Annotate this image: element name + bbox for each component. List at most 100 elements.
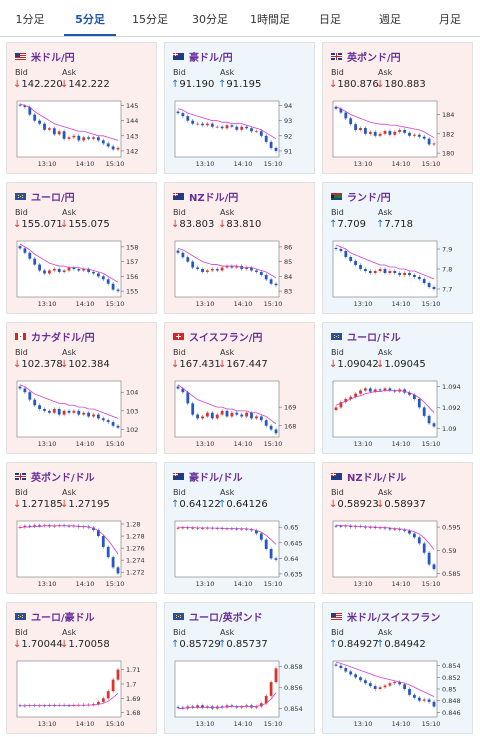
rate-card[interactable]: NZドル/ドル Bid Ask ↓0.58923 ↓0.58937 0.585 0.59 0.… [322,462,473,594]
y-tick-label: 169 [284,404,296,412]
y-tick-label: 94 [284,102,292,110]
rate-card[interactable]: ユーロ/ドル Bid Ask ↓1.09042 ↓1.09045 1.09 1.092 1.0… [322,322,473,454]
price-chart[interactable]: 0.585 0.59 0.595 13:10 14:10 15:10 [329,515,466,593]
candle [349,396,353,399]
pair-name[interactable]: 英ポンド/ドル [31,473,95,484]
candle [225,125,229,129]
chart-plot-area [16,380,122,438]
price-chart[interactable]: 83 84 85 86 13:10 14:10 15:10 [171,235,308,313]
candle [373,389,377,392]
rate-card[interactable]: 英ポンド/ドル Bid Ask ↓1.27185 ↓1.27195 1.272 1.274 1… [6,462,157,594]
tab-2[interactable]: 15分足 [132,13,168,26]
pair-name[interactable]: 豪ドル/ドル [189,473,243,484]
arrow-down-icon: ↓ [13,359,22,370]
y-tick-label: 1.09 [442,425,456,433]
pair-name[interactable]: ユーロ/円 [31,193,75,204]
price-chart[interactable]: 155 156 157 158 13:10 14:10 15:10 [13,235,150,313]
candle [235,412,239,415]
candle [422,407,426,416]
candle [206,412,209,417]
candle [18,386,22,389]
tab-5[interactable]: 日足 [319,13,341,26]
arrow-down-icon: ↓ [60,499,69,510]
candle [427,699,431,702]
rate-card[interactable]: 英ポンド/円 Bid Ask ↓180.876 ↓180.883 180 182 184 13:… [322,42,473,174]
bid-label: Bid [173,208,186,217]
candle [364,128,367,134]
rate-card[interactable]: スイスフラン/円 Bid Ask ↓167.431 ↓167.447 168 169 13:1… [164,322,315,454]
tab-3[interactable]: 30分足 [192,13,228,26]
price-chart[interactable]: 0.635 0.64 0.645 0.65 13:10 14:10 15:10 [171,515,308,593]
price-chart[interactable]: 91 92 93 94 13:10 14:10 15:10 [171,95,308,173]
pair-name[interactable]: 米ドル/スイスフラン [347,613,441,624]
rate-card[interactable]: 米ドル/円 Bid Ask ↓142.220 ↓142.222 142 143 144 145 1… [6,42,157,174]
candle [235,706,239,708]
candle [28,252,32,259]
price-chart[interactable]: 1.09 1.092 1.094 13:10 14:10 15:10 [329,375,466,453]
moving-average-line [335,390,435,413]
pair-name[interactable]: ユーロ/ドル [347,333,401,344]
rate-card[interactable]: ランド/円 Bid Ask ↑7.709 ↑7.718 7.7 7.8 7.9 13:10 14:… [322,182,473,314]
candle [116,567,120,574]
price-chart[interactable]: 7.7 7.8 7.9 13:10 14:10 15:10 [329,235,466,313]
tab-4[interactable]: 1時間足 [250,13,290,26]
candle [408,273,411,275]
pair-name[interactable]: スイスフラン/円 [189,333,263,344]
price-chart[interactable]: 168 169 13:10 14:10 15:10 [171,375,308,453]
y-tick-label: 0.645 [284,539,303,547]
arrow-down-icon: ↓ [218,219,227,230]
price-chart[interactable]: 1.68 1.69 1.7 1.71 13:10 14:10 15:10 [13,655,150,733]
pair-name[interactable]: 英ポンド/円 [347,53,401,64]
candle [408,530,411,534]
pair-name[interactable]: ユーロ/豪ドル [31,613,95,624]
candle [23,248,27,253]
price-chart[interactable]: 102 103 104 13:10 14:10 15:10 [13,375,150,453]
price-chart[interactable]: 0.854 0.856 0.858 13:10 14:10 15:10 [171,655,308,733]
pair-name[interactable]: NZドル/円 [189,193,239,204]
bid-label: Bid [15,68,28,77]
candle [181,252,185,258]
pair-name[interactable]: 米ドル/円 [31,53,75,64]
pair-name[interactable]: カナダドル/円 [31,333,95,344]
x-tick-label: 14:10 [234,300,253,308]
price-chart[interactable]: 142 143 144 145 13:10 14:10 15:10 [13,95,150,173]
tab-1[interactable]: 5分足 [64,0,116,36]
candle [368,271,372,273]
bid-label: Bid [331,208,344,217]
pair-name[interactable]: 豪ドル/円 [189,53,233,64]
pair-name[interactable]: ランド/円 [347,193,391,204]
candle [413,275,416,277]
rate-card[interactable]: 豪ドル/円 Bid Ask ↑91.190 ↑91.195 91 92 93 94 13:10 14… [164,42,315,174]
tab-6[interactable]: 週足 [379,13,401,26]
rate-card[interactable]: ユーロ/円 Bid Ask ↓155.071 ↓155.075 155 156 157 158 1… [6,182,157,314]
price-chart[interactable]: 1.272 1.274 1.276 1.278 1.28 13:10 14:10 15:10 [13,515,150,593]
rate-card[interactable]: 米ドル/スイスフラン Bid Ask ↑0.84927 ↑0.84942 0.846 0.8… [322,602,473,734]
tab-0[interactable]: 1分足 [15,13,45,26]
rate-card[interactable]: ユーロ/豪ドル Bid Ask ↓1.70044 ↓1.70058 1.68 1.69 1.7… [6,602,157,734]
bid-price: 91.190 [179,79,215,90]
pair-name[interactable]: ユーロ/英ポンド [189,613,263,624]
rate-card[interactable]: 豪ドル/ドル Bid Ask ↑0.64122 ↑0.64126 0.635 0.64 0.6… [164,462,315,594]
price-chart[interactable]: 0.846 0.848 0.85 0.852 0.854 13:10 14:10 15:10 [329,655,466,733]
bid-price: 0.84927 [337,639,379,650]
rate-card[interactable]: ユーロ/英ポンド Bid Ask ↑0.85729 ↑0.85737 0.854 0.856… [164,602,315,734]
candle [339,665,343,668]
bid-price: 1.27185 [21,499,63,510]
rate-card[interactable]: カナダドル/円 Bid Ask ↓102.378 ↓102.384 102 103 104 13… [6,322,157,454]
price-chart[interactable]: 180 182 184 13:10 14:10 15:10 [329,95,466,173]
rate-card[interactable]: NZドル/円 Bid Ask ↓83.803 ↓83.810 83 84 85 86 13:10 1… [164,182,315,314]
pair-name[interactable]: NZドル/ドル [347,473,407,484]
candle [235,528,239,530]
arrow-down-icon: ↓ [171,359,180,370]
candle [259,533,263,540]
candle [373,527,377,528]
ask-price: 83.810 [226,219,262,230]
candle [201,269,204,272]
candle [48,410,51,413]
x-tick-label: 13:10 [354,440,373,448]
moving-average-line [19,693,119,707]
candle [250,529,253,531]
tab-7[interactable]: 月足 [439,13,461,26]
candle [264,695,268,704]
y-tick-label: 91 [284,147,292,155]
